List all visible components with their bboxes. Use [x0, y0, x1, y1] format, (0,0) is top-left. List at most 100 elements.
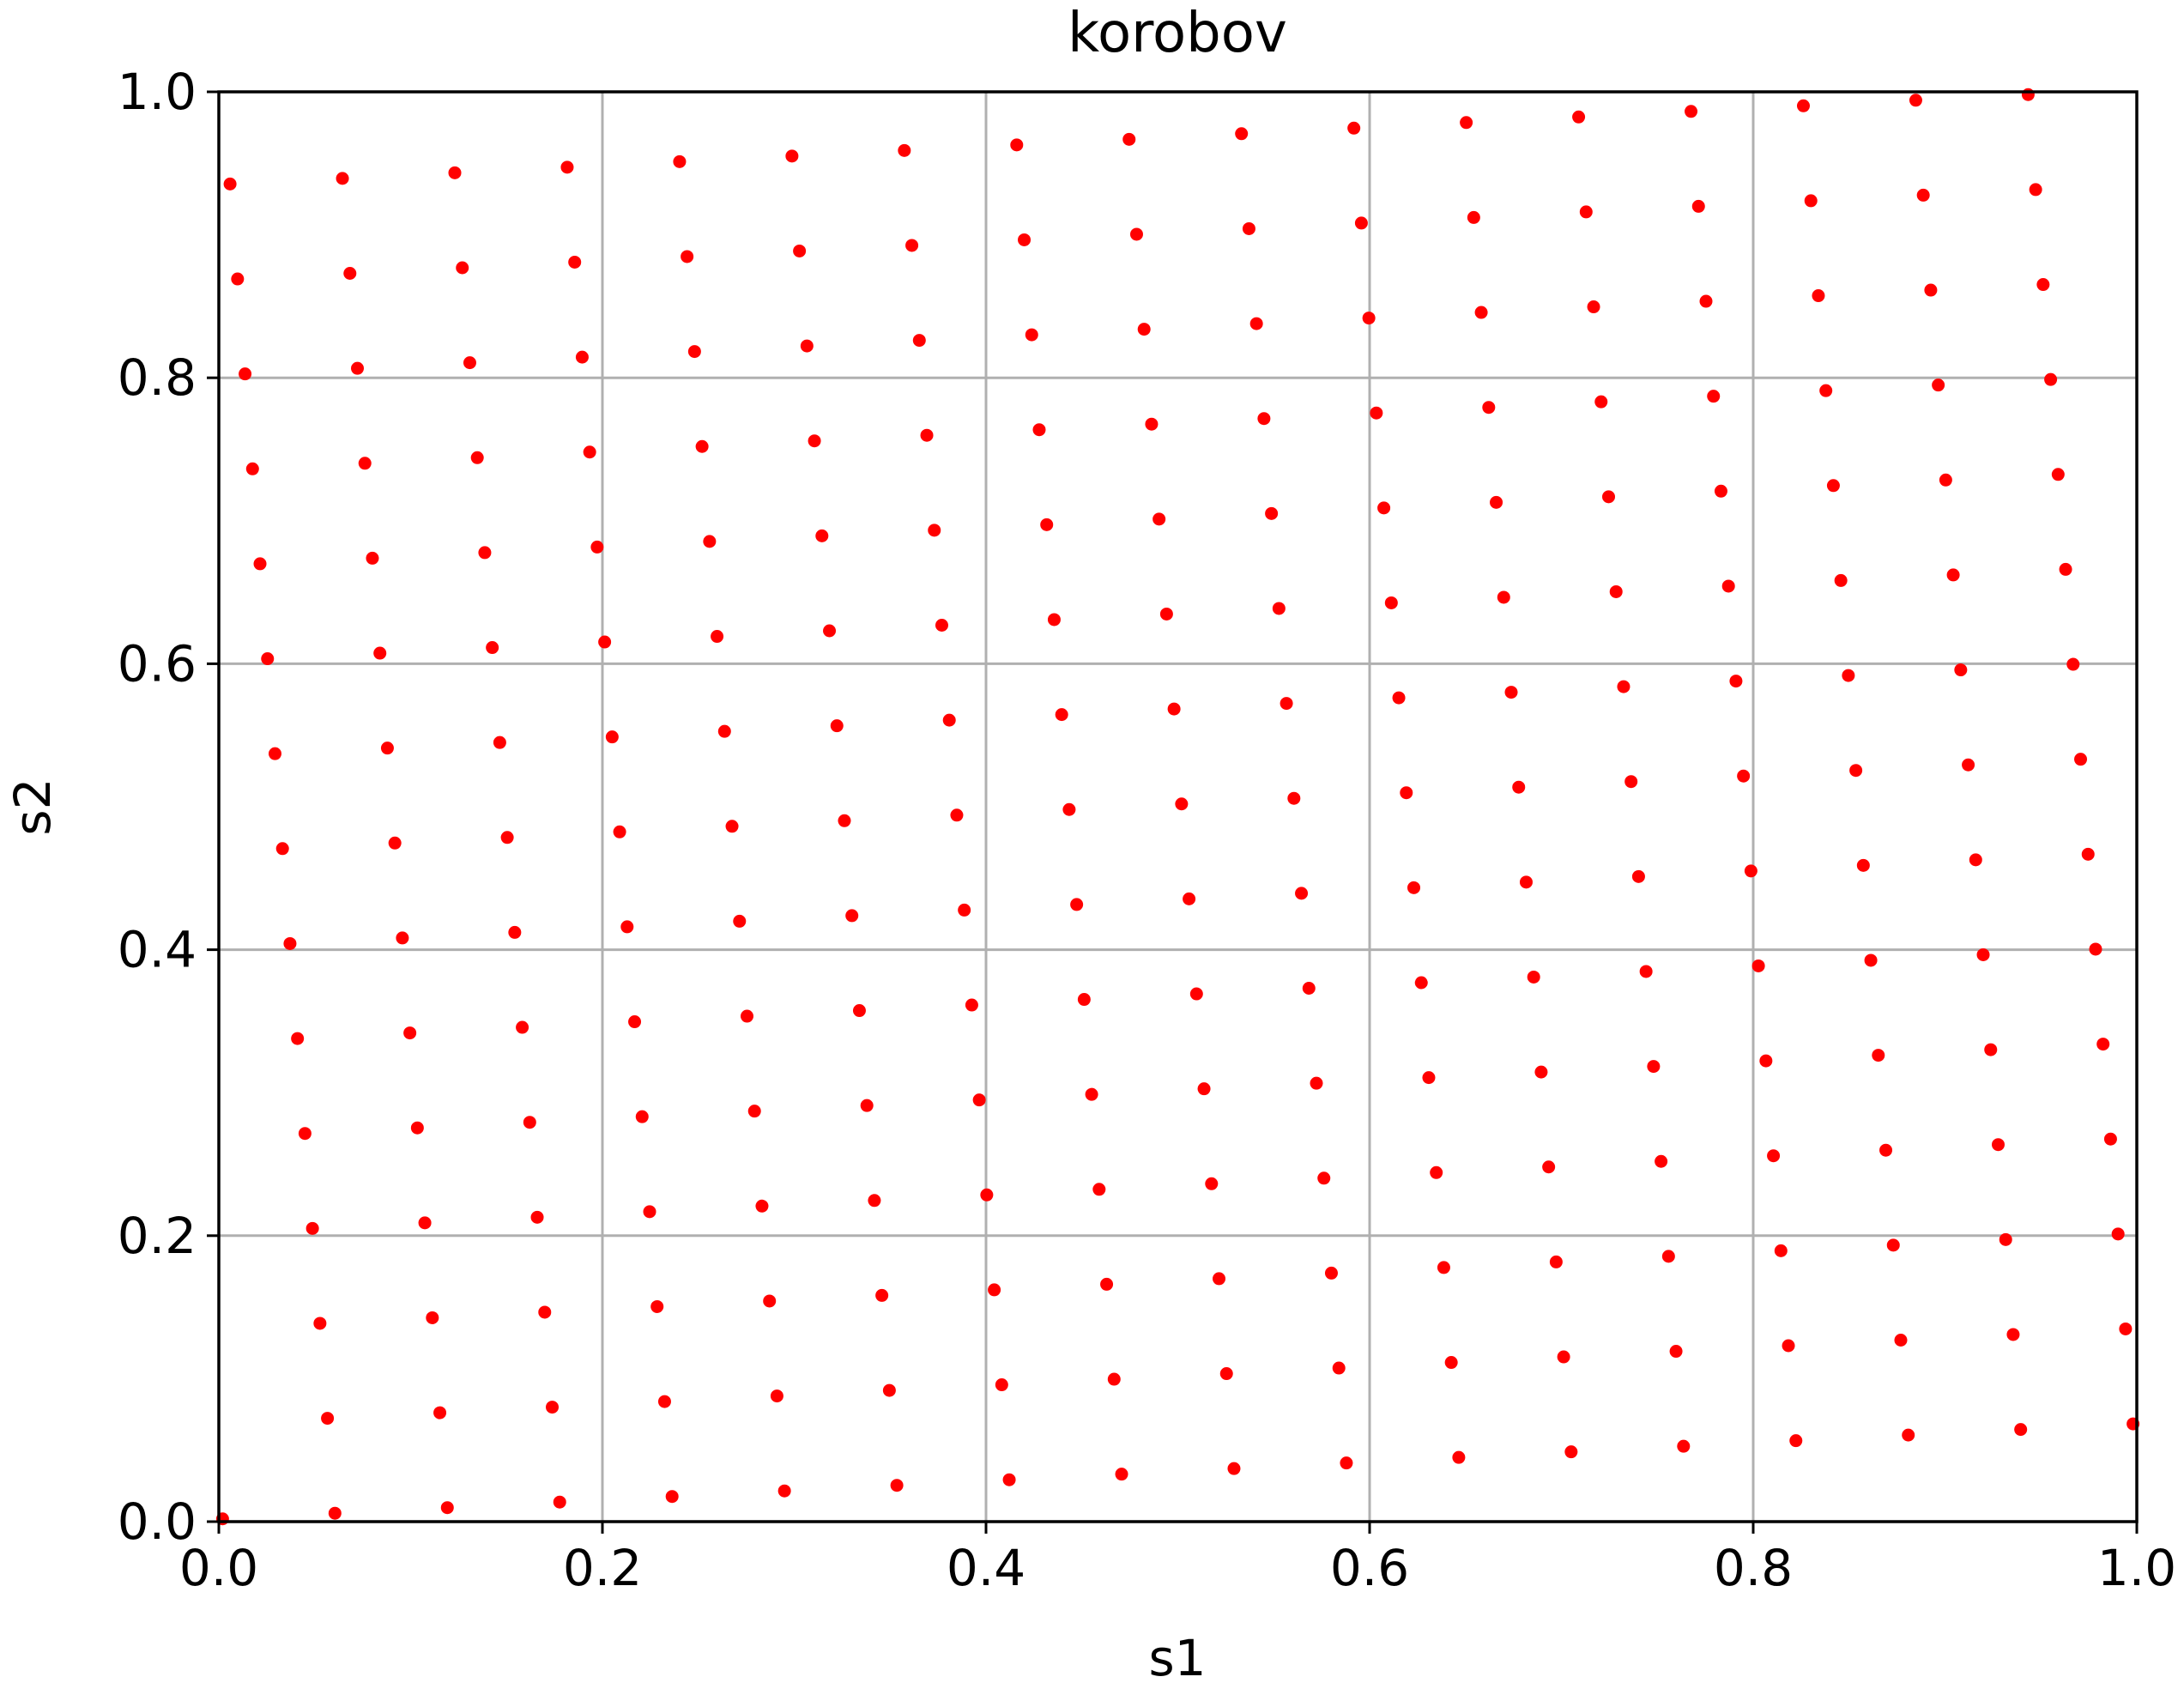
data-point [1962, 758, 1975, 772]
data-point [785, 149, 799, 163]
x-axis-ticks: 0.0 0.2 0.4 0.6 0.8 1.0 [179, 1522, 2176, 1597]
data-point [1302, 982, 1316, 995]
data-point [1655, 1154, 1668, 1168]
data-point [1407, 881, 1421, 894]
y-tick-label: 0.2 [118, 1207, 197, 1265]
data-point [2081, 847, 2095, 861]
data-point [635, 1110, 649, 1123]
data-point [1197, 1082, 1211, 1096]
data-point [1370, 406, 1383, 420]
x-tick-label: 0.4 [947, 1539, 1025, 1597]
data-point [1721, 579, 1735, 593]
data-point [928, 524, 941, 537]
data-point [665, 1490, 679, 1504]
data-point [1699, 294, 1713, 308]
data-point [1946, 568, 1960, 582]
data-point [747, 1105, 761, 1118]
data-point [1340, 1456, 1353, 1470]
x-tick-label: 1.0 [2097, 1539, 2176, 1597]
data-point [1137, 323, 1151, 336]
data-point [1422, 1071, 1436, 1085]
data-point [643, 1205, 656, 1219]
data-point [860, 1099, 874, 1112]
data-point [1677, 1439, 1691, 1453]
data-point [1018, 233, 1032, 246]
data-point [2021, 88, 2035, 101]
y-tick-label: 0.6 [118, 634, 197, 693]
data-point [1504, 686, 1518, 699]
data-point [546, 1401, 560, 1414]
data-point [1789, 1434, 1803, 1448]
data-point [980, 1188, 994, 1202]
data-point [1430, 1165, 1443, 1179]
data-point [912, 334, 926, 348]
data-point [1159, 607, 1173, 620]
data-point [433, 1406, 447, 1420]
data-point [1077, 993, 1091, 1007]
x-tick-label: 0.6 [1330, 1539, 1409, 1597]
data-point [1909, 94, 1922, 107]
data-point [1025, 328, 1038, 342]
data-point [1414, 976, 1428, 990]
data-point [1347, 121, 1361, 135]
data-point [628, 1015, 642, 1029]
data-point [1317, 1171, 1331, 1185]
data-point [1542, 1160, 1556, 1174]
data-point [725, 820, 739, 833]
data-point [1444, 1356, 1458, 1370]
data-point [1767, 1149, 1781, 1163]
data-point [1804, 194, 1818, 208]
data-point [598, 635, 612, 649]
data-point [470, 451, 484, 464]
data-point [1879, 1143, 1893, 1157]
data-point [245, 462, 259, 475]
data-point [1782, 1339, 1795, 1353]
data-point [687, 345, 701, 359]
data-point [2074, 753, 2088, 766]
data-point [657, 1395, 671, 1408]
data-point [1669, 1345, 1683, 1359]
data-point [1070, 898, 1084, 911]
data-point [1032, 423, 1046, 437]
data-point [560, 160, 574, 174]
y-tick-label: 0.4 [118, 921, 197, 979]
data-point [1999, 1232, 2012, 1246]
data-point [1107, 1372, 1121, 1386]
data-point [1272, 602, 1286, 615]
data-point [590, 540, 604, 554]
data-point [268, 747, 281, 760]
data-point [366, 551, 379, 565]
data-point [2119, 1322, 2133, 1335]
data-point [1354, 216, 1368, 230]
data-point [1242, 221, 1255, 235]
data-point [1467, 210, 1480, 224]
data-point [1991, 1138, 2005, 1152]
data-point [1010, 138, 1024, 152]
data-point [1707, 390, 1721, 403]
data-point [1609, 584, 1623, 598]
data-point [239, 367, 252, 381]
data-point [1400, 786, 1413, 800]
data-point [1774, 1244, 1788, 1257]
data-point [1759, 1054, 1773, 1068]
data-point [1145, 417, 1159, 431]
data-point [1894, 1334, 1908, 1347]
data-point [516, 1020, 529, 1034]
data-point [1512, 780, 1526, 794]
y-tick-label: 0.0 [118, 1492, 197, 1551]
data-point [553, 1495, 566, 1509]
data-point [1392, 691, 1406, 705]
data-point [1280, 697, 1293, 711]
y-axis-ticks: 0.0 0.2 0.4 0.6 0.8 1.0 [118, 63, 219, 1551]
data-point [613, 825, 626, 838]
data-point [231, 272, 245, 286]
data-point [2051, 468, 2065, 481]
data-point [1092, 1183, 1106, 1196]
data-point [1751, 959, 1765, 972]
data-point [1295, 887, 1309, 900]
data-point [1497, 590, 1510, 604]
chart-title: korobov [1068, 2, 1287, 65]
data-point [1924, 283, 1938, 297]
data-point [1744, 864, 1757, 878]
data-point [1849, 764, 1863, 778]
